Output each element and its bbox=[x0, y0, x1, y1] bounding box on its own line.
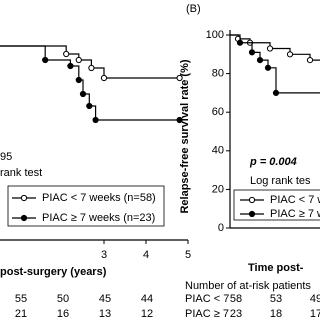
at-risk-value: 18 bbox=[270, 308, 282, 320]
y-axis-label: Relapse-free survival rate (%) bbox=[179, 59, 191, 213]
censor-marker bbox=[88, 64, 95, 72]
censor-marker bbox=[92, 116, 99, 124]
y-tick-label: 0 bbox=[218, 222, 224, 234]
at-risk-title: Number of at-risk patients bbox=[185, 280, 311, 292]
legend-marker bbox=[248, 196, 256, 204]
censor-marker bbox=[63, 50, 70, 58]
survival-curve bbox=[230, 34, 320, 61]
legend-label: PIAC < 7 w bbox=[270, 194, 320, 206]
censor-marker bbox=[79, 90, 87, 98]
censor-marker bbox=[286, 51, 294, 58]
legend-box bbox=[233, 189, 320, 221]
at-risk-value: 53 bbox=[270, 293, 282, 305]
x-axis-label: post-surgery (years) bbox=[0, 266, 107, 278]
at-risk-value: 49 bbox=[310, 293, 320, 305]
censor-marker bbox=[266, 45, 274, 52]
annotation: p = 0.004 bbox=[249, 156, 297, 168]
censor-marker bbox=[272, 89, 280, 97]
x-axis-label: Time post- bbox=[248, 262, 304, 274]
y-tick-label: 40 bbox=[212, 145, 224, 157]
survival-curve bbox=[0, 45, 180, 79]
at-risk-value: 13 bbox=[99, 308, 111, 320]
legend-label: PIAC ≥ 7 w bbox=[270, 208, 320, 220]
censor-marker bbox=[176, 74, 183, 82]
x-tick-label: 5 bbox=[185, 249, 191, 261]
survival-curve bbox=[230, 34, 320, 94]
legend-label: PIAC < 7 weeks (n=58) bbox=[42, 192, 156, 204]
at-risk-value: 44 bbox=[141, 293, 153, 305]
censor-marker bbox=[256, 56, 264, 64]
censor-marker bbox=[264, 64, 272, 71]
censor-marker bbox=[86, 102, 93, 110]
y-tick-label: 80 bbox=[212, 68, 224, 80]
legend-marker bbox=[20, 214, 28, 222]
y-tick-label: 100 bbox=[206, 29, 224, 41]
at-risk-label: PIAC ≥ 7 bbox=[185, 308, 229, 320]
censor-marker bbox=[75, 56, 82, 64]
at-risk-label: PIAC < 7 bbox=[185, 293, 229, 305]
at-risk-value: 50 bbox=[57, 293, 69, 305]
legend-marker bbox=[20, 194, 28, 202]
x-tick-label: 3 bbox=[101, 249, 107, 261]
annotation: 95 bbox=[0, 151, 12, 163]
at-risk-value: 55 bbox=[15, 293, 27, 305]
annotation: rank test bbox=[0, 167, 42, 179]
annotation: Log rank tes bbox=[250, 175, 311, 187]
at-risk-value: 23 bbox=[230, 308, 242, 320]
censor-marker bbox=[67, 62, 74, 70]
censor-marker bbox=[176, 116, 183, 124]
censor-marker bbox=[75, 76, 82, 84]
at-risk-value: 21 bbox=[15, 308, 27, 320]
panel-label: (B) bbox=[186, 3, 201, 15]
censor-marker bbox=[306, 56, 314, 64]
legend-box bbox=[7, 185, 165, 227]
censor-marker bbox=[236, 39, 244, 46]
x-tick-label: 4 bbox=[143, 249, 149, 261]
y-tick-label: 60 bbox=[212, 106, 224, 118]
at-risk-value: 45 bbox=[99, 293, 111, 305]
at-risk-value: 12 bbox=[141, 308, 153, 320]
legend-label: PIAC ≥ 7 weeks (n=23) bbox=[42, 212, 155, 224]
censor-marker bbox=[42, 56, 49, 64]
y-tick-label: 20 bbox=[212, 183, 224, 195]
censor-marker bbox=[248, 49, 256, 56]
at-risk-value: 58 bbox=[230, 293, 242, 305]
at-risk-value: 17 bbox=[310, 308, 320, 320]
at-risk-value: 16 bbox=[57, 308, 69, 320]
censor-marker bbox=[100, 74, 108, 82]
legend-marker bbox=[248, 210, 256, 218]
